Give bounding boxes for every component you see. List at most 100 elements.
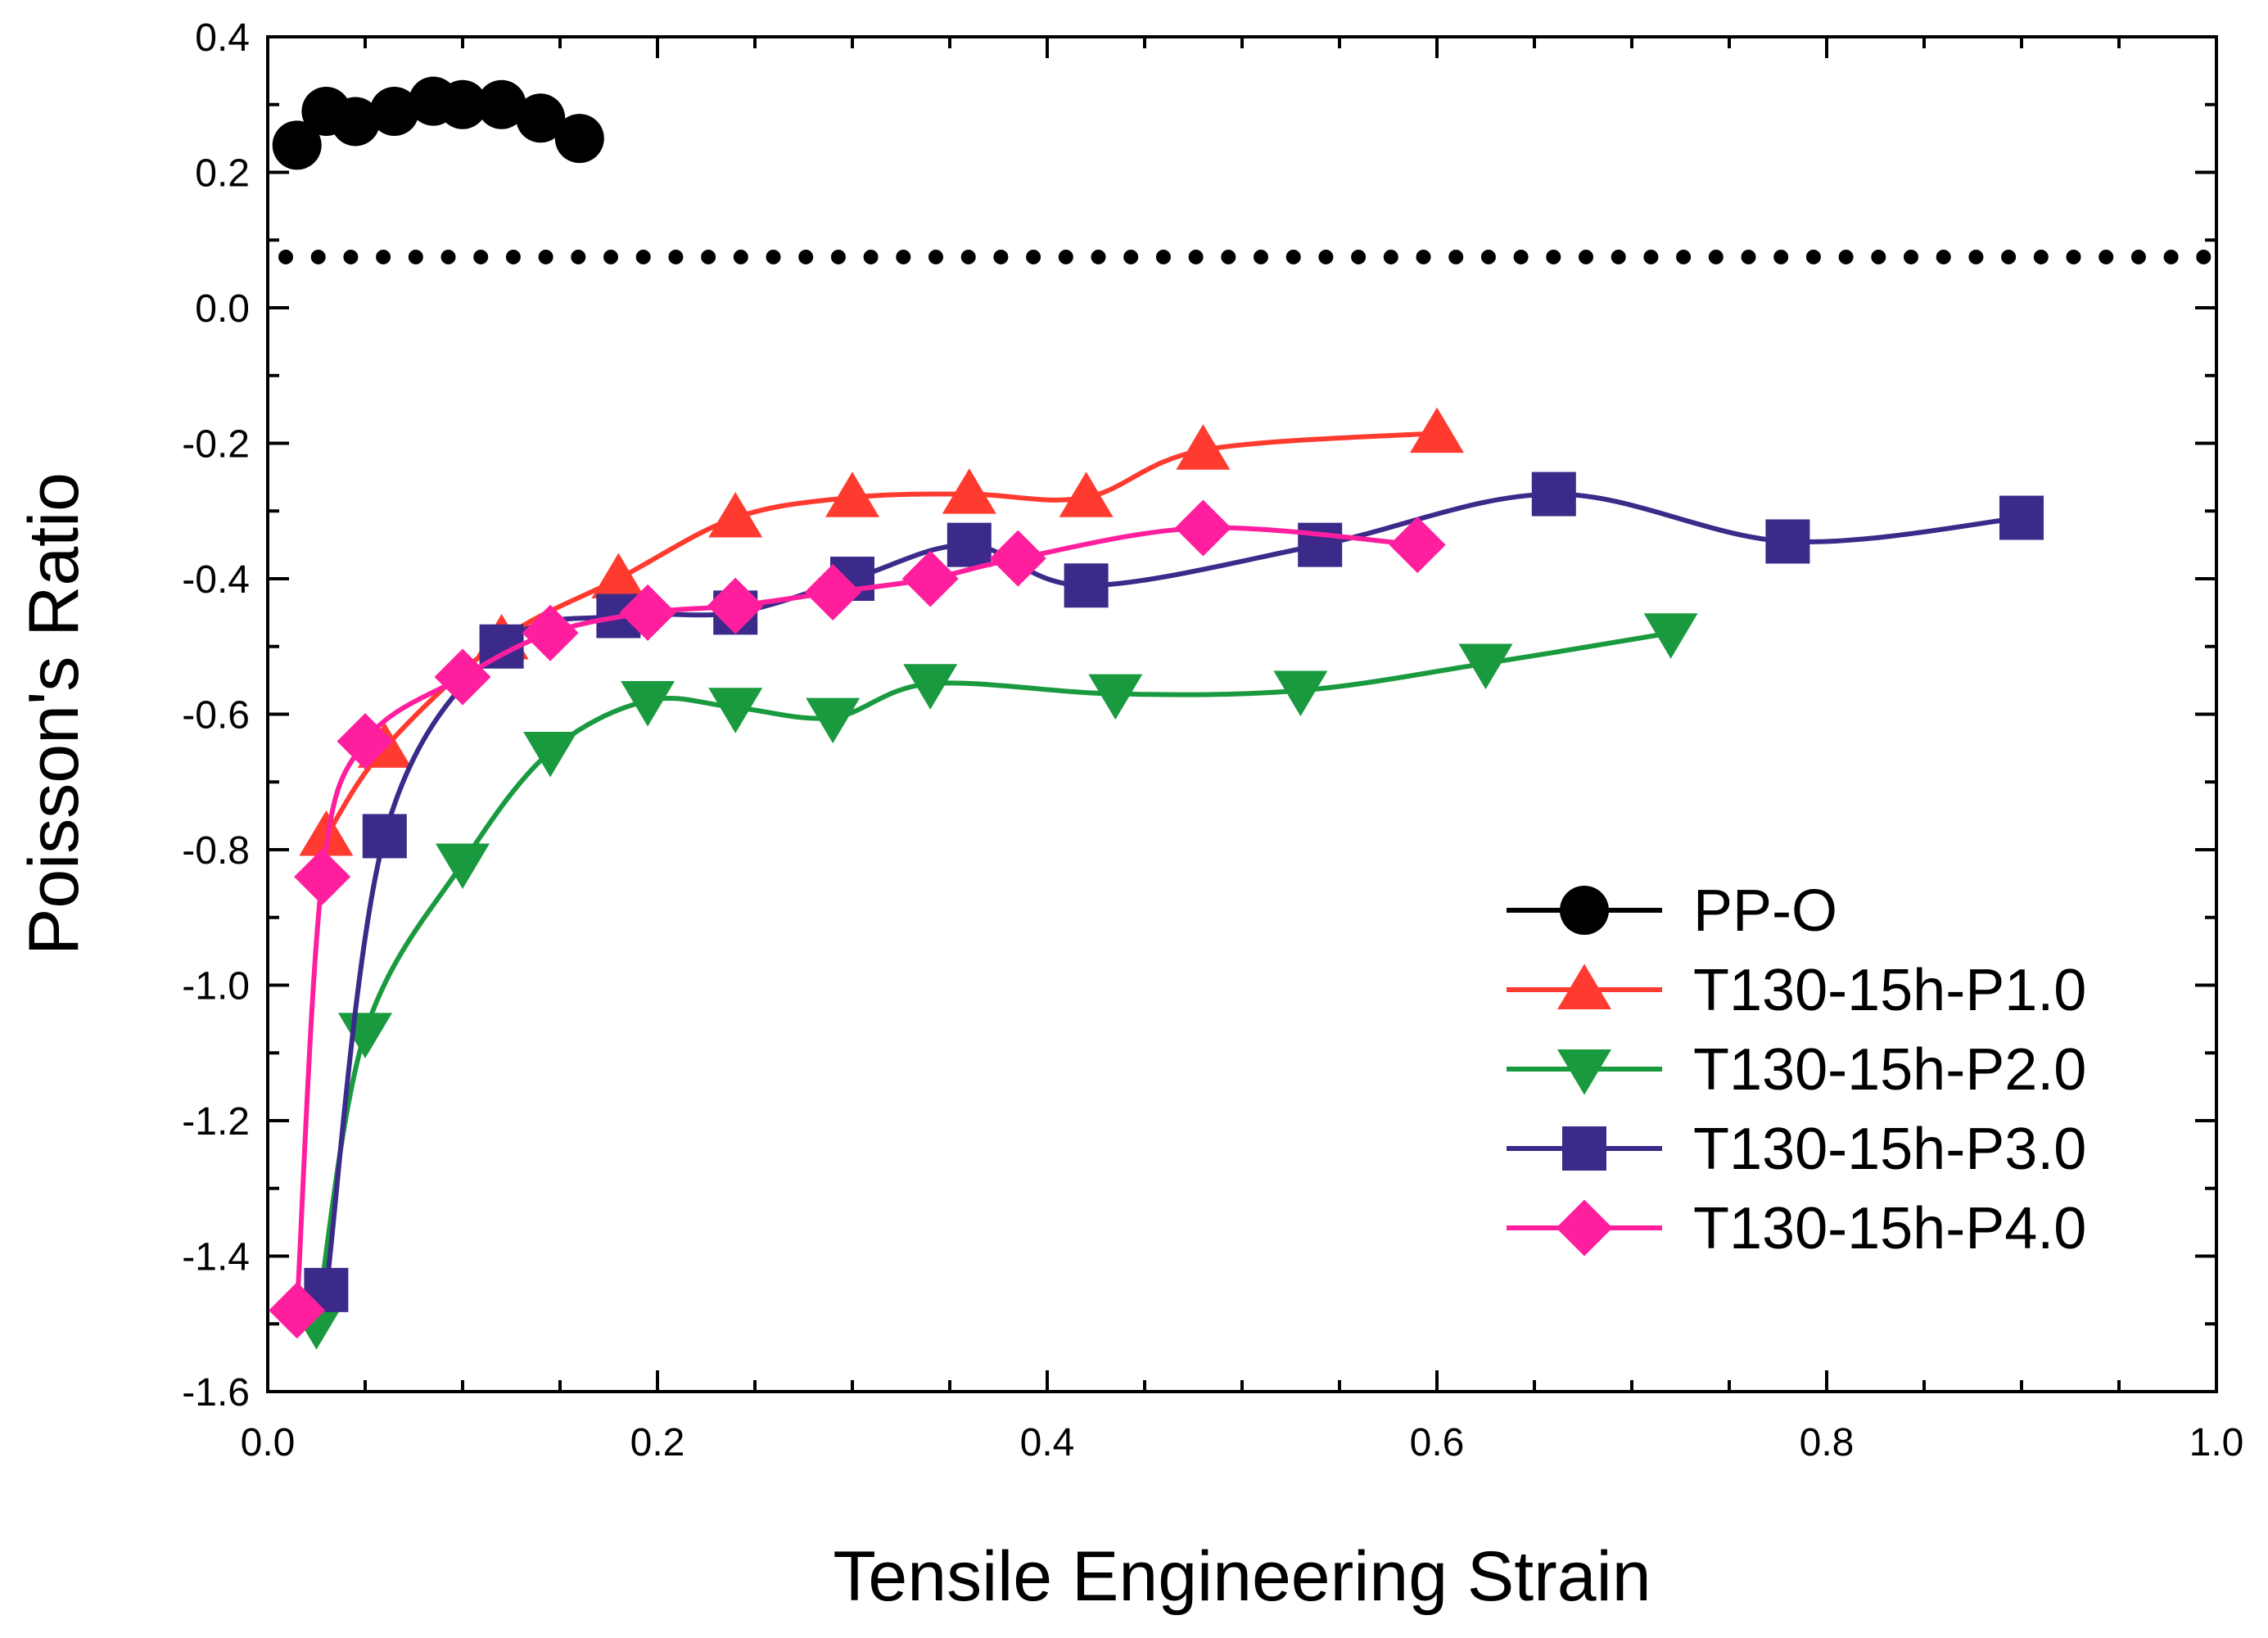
legend-label: PP-O bbox=[1693, 878, 1837, 944]
data-point bbox=[901, 550, 959, 607]
reference-line-dot bbox=[571, 249, 586, 264]
reference-line-dot bbox=[1091, 249, 1106, 264]
series-t130-15h-p4-0 bbox=[269, 499, 1446, 1339]
reference-line-dot bbox=[766, 249, 781, 264]
legend-marker bbox=[1562, 1126, 1606, 1171]
series-t130-15h-p1-0 bbox=[299, 407, 1464, 856]
reference-line-dot bbox=[1123, 249, 1139, 264]
data-point bbox=[591, 553, 646, 598]
data-point bbox=[338, 1013, 392, 1058]
y-tick-label: 0.2 bbox=[195, 152, 250, 196]
y-tick-label: -1.2 bbox=[182, 1100, 250, 1144]
reference-line-dot bbox=[1936, 249, 1951, 264]
reference-line-dot bbox=[1904, 249, 1918, 264]
series-t130-15h-p2-0 bbox=[289, 613, 1698, 1350]
data-point bbox=[903, 664, 958, 710]
legend-marker bbox=[1560, 886, 1609, 935]
data-point bbox=[337, 713, 394, 770]
y-tick-label: -0.6 bbox=[182, 694, 250, 738]
reference-line-dot bbox=[505, 249, 521, 264]
x-tick-label: 0.4 bbox=[1020, 1421, 1075, 1464]
reference-line-dot bbox=[830, 249, 846, 264]
data-point bbox=[362, 814, 407, 859]
legend-marker bbox=[1557, 1049, 1611, 1095]
y-tick-label: -1.4 bbox=[182, 1236, 250, 1279]
reference-line-dot bbox=[1838, 249, 1854, 264]
data-point bbox=[434, 648, 491, 706]
reference-line-dot bbox=[896, 249, 911, 264]
reference-line-dot bbox=[1318, 249, 1334, 264]
legend-item: T130-15h-P4.0 bbox=[1507, 1196, 2086, 1261]
series-t130-15h-p3-0 bbox=[304, 472, 2044, 1312]
data-point bbox=[331, 97, 381, 147]
data-point bbox=[523, 732, 578, 778]
data-point bbox=[477, 79, 526, 129]
legend: PP-O T130-15h-P1.0 T130-15h-P2.0 T130-15h-P… bbox=[1507, 878, 2086, 1261]
reference-line-dot bbox=[1513, 249, 1529, 264]
reference-line-dot bbox=[2130, 249, 2146, 264]
data-point bbox=[619, 584, 676, 641]
reference-line-dot bbox=[928, 249, 943, 264]
data-point bbox=[1389, 517, 1446, 574]
data-point bbox=[1643, 613, 1698, 659]
data-point bbox=[1059, 472, 1114, 517]
reference-line-dot bbox=[1805, 249, 1821, 264]
reference-line-dot bbox=[798, 249, 814, 264]
data-point bbox=[1298, 522, 1343, 567]
reference-line-dot bbox=[960, 249, 976, 264]
data-point bbox=[294, 848, 351, 905]
reference-line-dot bbox=[1026, 249, 1041, 264]
data-point bbox=[272, 120, 322, 170]
y-tick-label: -1.0 bbox=[182, 965, 250, 1009]
reference-line-dot bbox=[2033, 249, 2049, 264]
data-point bbox=[269, 1282, 326, 1339]
reference-line-dot bbox=[1579, 249, 1593, 264]
data-point bbox=[436, 843, 490, 890]
data-point bbox=[1064, 563, 1109, 608]
series-pp-o bbox=[272, 76, 604, 170]
reference-line-dot bbox=[635, 249, 651, 264]
data-point bbox=[522, 604, 579, 661]
y-tick-label: -1.6 bbox=[182, 1371, 250, 1415]
legend-marker bbox=[1556, 1199, 1613, 1257]
data-point bbox=[825, 472, 879, 517]
x-tick-label: 0.6 bbox=[1410, 1421, 1465, 1464]
y-tick-label: -0.8 bbox=[182, 829, 250, 873]
reference-line-dot bbox=[1383, 249, 1398, 264]
data-point bbox=[1531, 472, 1576, 517]
reference-line-dot bbox=[2066, 249, 2081, 264]
plot-frame bbox=[266, 35, 2218, 1393]
data-point bbox=[1088, 674, 1143, 720]
legend-label: T130-15h-P1.0 bbox=[1693, 958, 2086, 1023]
data-point bbox=[621, 680, 675, 727]
reference-line-dot bbox=[1351, 249, 1367, 264]
y-axis-title: Poisson's Ratio bbox=[15, 472, 93, 955]
data-point bbox=[942, 468, 996, 514]
reference-line-dot bbox=[1546, 249, 1561, 264]
reference-line-dot bbox=[2099, 249, 2114, 264]
reference-line-dot bbox=[1708, 249, 1724, 264]
reference-line-dot bbox=[1188, 249, 1204, 264]
data-point bbox=[438, 79, 487, 129]
data-point bbox=[1273, 670, 1328, 717]
data-point bbox=[708, 688, 763, 733]
reference-line-dot bbox=[668, 249, 684, 264]
x-tick-label: 0.2 bbox=[630, 1421, 685, 1464]
reference-line-dot bbox=[1155, 249, 1171, 264]
legend-label: T130-15h-P2.0 bbox=[1693, 1037, 2086, 1103]
reference-line-dot bbox=[1676, 249, 1692, 264]
data-point bbox=[708, 492, 763, 538]
reference-line-dot bbox=[603, 249, 618, 264]
x-tick-label: 1.0 bbox=[2189, 1421, 2244, 1464]
reference-line-dot bbox=[733, 249, 748, 264]
reference-line-dot bbox=[1741, 249, 1756, 264]
reference-line-dot bbox=[701, 249, 716, 264]
data-point bbox=[1458, 643, 1513, 689]
reference-line-dot bbox=[993, 249, 1009, 264]
legend-item: T130-15h-P3.0 bbox=[1507, 1117, 2086, 1182]
x-tick-label: 0.0 bbox=[241, 1421, 296, 1464]
reference-line-dot bbox=[538, 249, 553, 264]
series-line bbox=[314, 630, 1672, 1324]
reference-line-dot bbox=[1480, 249, 1496, 264]
data-point bbox=[1176, 424, 1231, 470]
